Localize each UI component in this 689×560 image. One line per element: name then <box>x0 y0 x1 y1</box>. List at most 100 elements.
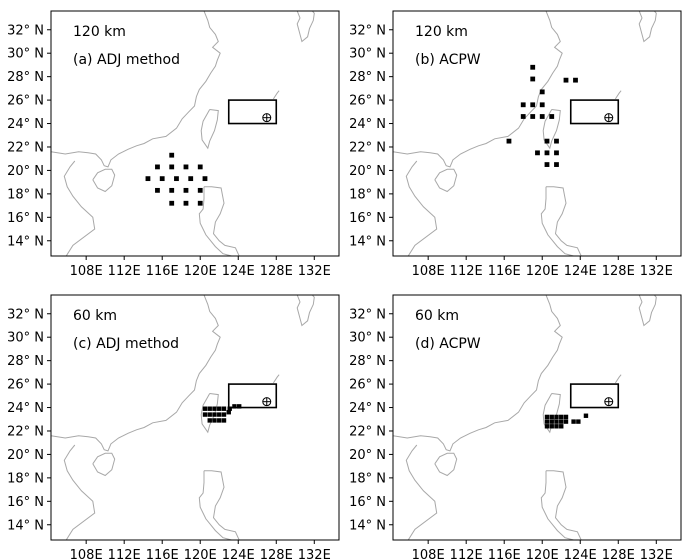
coastline-group <box>51 295 315 540</box>
sensitive-point <box>169 187 175 193</box>
lat-tick-label: 30° N <box>349 47 386 62</box>
sensitive-point <box>549 419 554 424</box>
lat-tick-label: 30° N <box>7 47 44 62</box>
lon-tick-label: 120E <box>526 548 559 560</box>
coastline <box>198 470 240 540</box>
coastline-group <box>393 295 657 540</box>
lat-tick-label: 28° N <box>349 70 386 85</box>
sensitive-point <box>554 138 559 144</box>
lon-tick-label: 128E <box>602 264 635 279</box>
verification-region-box <box>227 99 278 125</box>
map-panel-c: 32° N 30° N 28° N 26° N 24° N 22° N 20° N 18° N… <box>7 294 340 560</box>
coastline <box>405 444 438 540</box>
sensitive-point <box>559 414 564 420</box>
lon-tick-label: 132E <box>640 548 673 560</box>
sensitive-point <box>197 187 203 193</box>
sensitive-point <box>530 76 536 82</box>
coastline <box>542 109 561 150</box>
lon-tick-label: 116E <box>488 264 521 279</box>
sensitive-point <box>217 406 222 411</box>
sensitive-point <box>232 404 237 409</box>
lat-tick-label: 20° N <box>7 164 44 179</box>
lat-tick-label: 18° N <box>349 471 386 486</box>
lat-tick-label: 30° N <box>7 331 44 346</box>
sensitive-point <box>554 414 559 420</box>
coastline <box>393 11 563 168</box>
resolution-label: 120 km <box>73 24 126 40</box>
resolution-label: 60 km <box>73 308 117 324</box>
method-label: (c) ADJ method <box>73 336 179 352</box>
sensitive-point <box>221 412 227 417</box>
sensitive-point <box>183 200 189 206</box>
sensitive-point <box>520 114 526 119</box>
lat-tick-label: 24° N <box>7 401 44 416</box>
coastline <box>393 295 563 452</box>
sensitive-point <box>549 424 554 429</box>
lon-tick-label: 108E <box>70 264 103 279</box>
lat-tick-label: 22° N <box>7 424 44 439</box>
sensitive-point <box>544 150 550 156</box>
sensitive-point <box>559 424 564 429</box>
sensitive-point <box>169 200 175 206</box>
method-label: (b) ACPW <box>415 52 481 68</box>
verification-region-box <box>569 99 620 125</box>
lat-tick-label: 16° N <box>349 495 386 510</box>
coastline <box>405 160 438 256</box>
lat-tick-label: 24° N <box>349 401 386 416</box>
sensitive-point <box>221 418 227 423</box>
sensitive-point <box>539 89 545 95</box>
sensitive-point <box>236 404 242 409</box>
sensitive-point <box>576 419 581 424</box>
coastline-group <box>393 11 657 256</box>
sensitive-point <box>563 77 569 83</box>
sensitive-point <box>197 200 203 206</box>
sensitive-point <box>559 419 564 424</box>
lat-tick-label: 26° N <box>349 378 386 393</box>
map-frame <box>50 294 340 541</box>
coastline <box>542 393 561 434</box>
lat-tick-label: 18° N <box>349 187 386 202</box>
lat-tick-label: 28° N <box>349 354 386 369</box>
sensitive-point <box>169 164 175 170</box>
coastline <box>272 90 280 100</box>
lon-tick-label: 112E <box>450 264 483 279</box>
sensitive-point <box>563 414 569 420</box>
sensitive-point <box>155 187 160 193</box>
sensitive-point <box>159 176 165 182</box>
lon-tick-label: 128E <box>260 264 293 279</box>
lat-tick-label: 26° N <box>349 94 386 109</box>
lon-tick-label: 108E <box>70 548 103 560</box>
sensitive-point <box>221 406 227 411</box>
sensitive-point <box>520 102 526 108</box>
lon-tick-label: 120E <box>184 264 217 279</box>
lon-tick-label: 128E <box>260 548 293 560</box>
coastline <box>63 444 96 540</box>
lon-tick-label: 124E <box>564 264 597 279</box>
lon-tick-label: 108E <box>412 264 445 279</box>
lat-tick-label: 28° N <box>7 354 44 369</box>
lon-tick-label: 124E <box>222 548 255 560</box>
lon-tick-label: 132E <box>298 548 331 560</box>
sensitive-point <box>207 412 212 417</box>
coastline <box>200 109 219 150</box>
lat-tick-label: 30° N <box>349 331 386 346</box>
lat-tick-label: 24° N <box>7 117 44 132</box>
coastline <box>272 374 280 384</box>
map-panel-a: 32° N 30° N 28° N 26° N 24° N 22° N 20° N 18° N… <box>7 10 340 279</box>
lat-tick-label: 18° N <box>7 187 44 202</box>
sensitive-point <box>535 150 540 156</box>
coastline <box>434 452 458 477</box>
lat-tick-label: 28° N <box>7 70 44 85</box>
lat-tick-label: 32° N <box>349 307 386 322</box>
sensitive-point <box>549 414 554 420</box>
sensitive-point <box>202 406 208 411</box>
lat-tick-label: 24° N <box>349 117 386 132</box>
lon-tick-label: 112E <box>450 548 483 560</box>
coastline <box>638 295 657 327</box>
sensitive-point <box>544 138 550 144</box>
sensitive-point <box>544 414 550 420</box>
sensitive-point <box>554 419 559 424</box>
sensitive-point <box>226 410 231 415</box>
target-marker <box>604 397 614 407</box>
sensitive-point <box>539 102 545 108</box>
